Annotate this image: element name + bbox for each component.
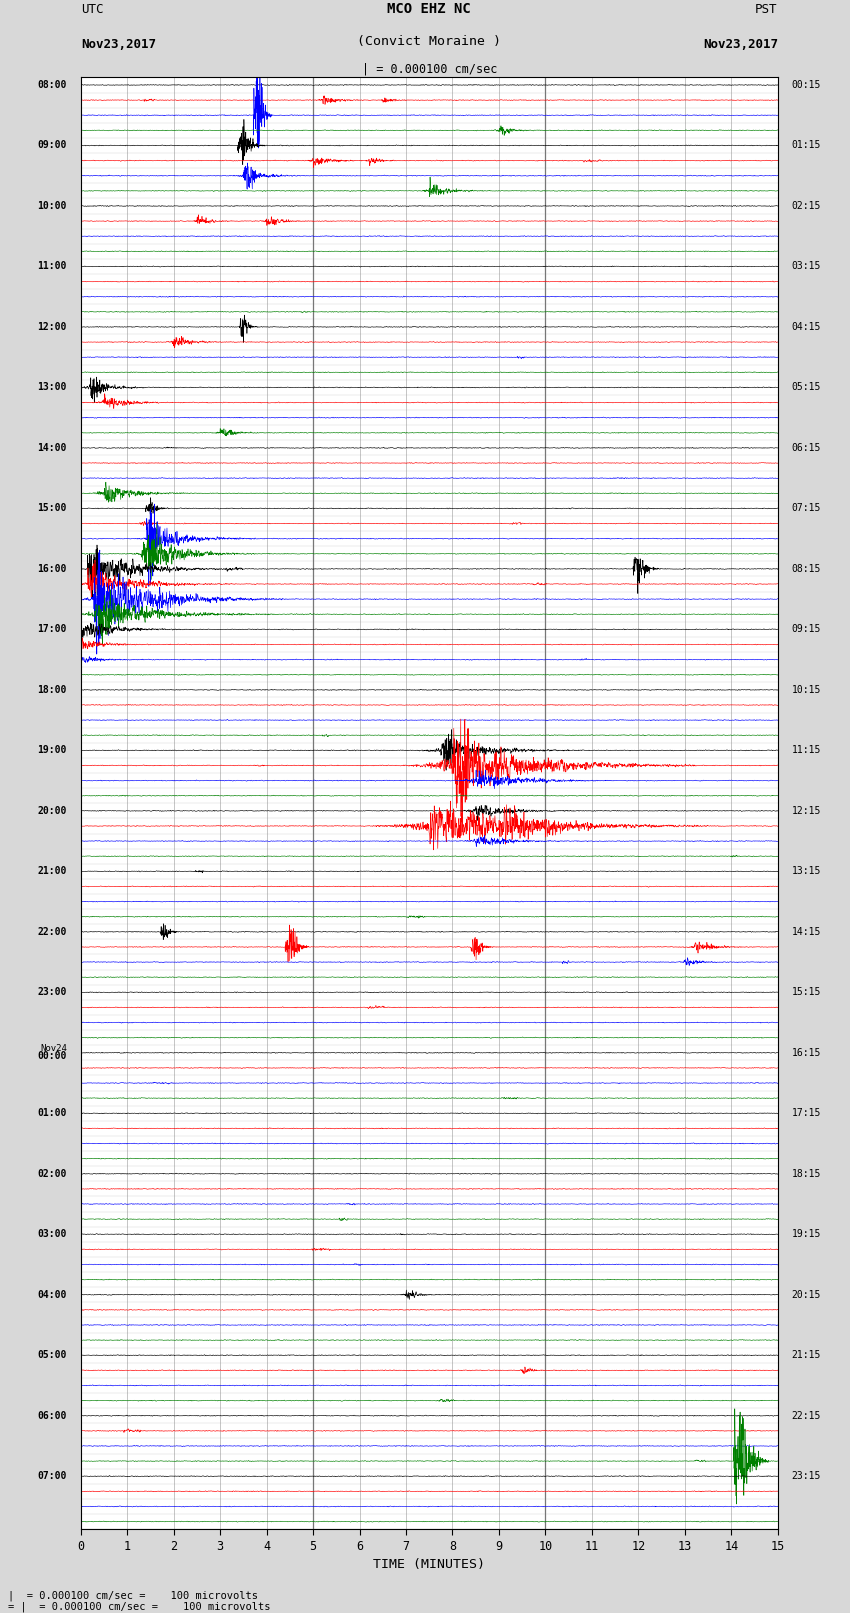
Text: 02:00: 02:00 — [37, 1169, 67, 1179]
Text: 08:15: 08:15 — [791, 565, 821, 574]
Text: 14:15: 14:15 — [791, 927, 821, 937]
Text: 18:00: 18:00 — [37, 686, 67, 695]
Text: 19:15: 19:15 — [791, 1229, 821, 1239]
Text: 04:00: 04:00 — [37, 1290, 67, 1300]
Text: 13:00: 13:00 — [37, 382, 67, 392]
Text: 20:00: 20:00 — [37, 806, 67, 816]
Text: 12:00: 12:00 — [37, 323, 67, 332]
Text: 17:15: 17:15 — [791, 1108, 821, 1118]
Text: 21:00: 21:00 — [37, 866, 67, 876]
Text: 09:15: 09:15 — [791, 624, 821, 634]
Text: 12:15: 12:15 — [791, 806, 821, 816]
Text: 00:15: 00:15 — [791, 81, 821, 90]
Text: 19:00: 19:00 — [37, 745, 67, 755]
Text: MCO EHZ NC: MCO EHZ NC — [388, 3, 471, 16]
Text: Nov23,2017: Nov23,2017 — [703, 39, 778, 52]
Text: 11:15: 11:15 — [791, 745, 821, 755]
Text: 16:00: 16:00 — [37, 565, 67, 574]
Text: 10:15: 10:15 — [791, 686, 821, 695]
Text: 02:15: 02:15 — [791, 202, 821, 211]
Text: 13:15: 13:15 — [791, 866, 821, 876]
Text: 06:00: 06:00 — [37, 1411, 67, 1421]
Text: 01:00: 01:00 — [37, 1108, 67, 1118]
Text: 21:15: 21:15 — [791, 1350, 821, 1360]
Text: 22:15: 22:15 — [791, 1411, 821, 1421]
Text: 20:15: 20:15 — [791, 1290, 821, 1300]
Text: | = 0.000100 cm/sec: | = 0.000100 cm/sec — [361, 63, 497, 76]
Text: 00:00: 00:00 — [37, 1050, 67, 1061]
Text: 07:15: 07:15 — [791, 503, 821, 513]
Text: 15:15: 15:15 — [791, 987, 821, 997]
Text: 14:00: 14:00 — [37, 444, 67, 453]
Text: PST: PST — [756, 3, 778, 16]
Text: 15:00: 15:00 — [37, 503, 67, 513]
Text: 07:00: 07:00 — [37, 1471, 67, 1481]
Text: 18:15: 18:15 — [791, 1169, 821, 1179]
Text: 22:00: 22:00 — [37, 927, 67, 937]
Text: 23:00: 23:00 — [37, 987, 67, 997]
Text: 05:00: 05:00 — [37, 1350, 67, 1360]
Text: 08:00: 08:00 — [37, 81, 67, 90]
Text: (Convict Moraine ): (Convict Moraine ) — [357, 35, 502, 48]
Text: 05:15: 05:15 — [791, 382, 821, 392]
Text: UTC: UTC — [81, 3, 103, 16]
Text: 04:15: 04:15 — [791, 323, 821, 332]
Text: 01:15: 01:15 — [791, 140, 821, 150]
Text: 16:15: 16:15 — [791, 1048, 821, 1058]
X-axis label: TIME (MINUTES): TIME (MINUTES) — [373, 1558, 485, 1571]
Text: 23:15: 23:15 — [791, 1471, 821, 1481]
Text: 06:15: 06:15 — [791, 444, 821, 453]
Text: Nov23,2017: Nov23,2017 — [81, 39, 156, 52]
Text: = |  = 0.000100 cm/sec =    100 microvolts: = | = 0.000100 cm/sec = 100 microvolts — [8, 1602, 271, 1613]
Text: Nov24: Nov24 — [40, 1044, 67, 1053]
Text: |  = 0.000100 cm/sec =    100 microvolts: | = 0.000100 cm/sec = 100 microvolts — [8, 1590, 258, 1602]
Text: 10:00: 10:00 — [37, 202, 67, 211]
Text: 03:15: 03:15 — [791, 261, 821, 271]
Text: 17:00: 17:00 — [37, 624, 67, 634]
Text: 09:00: 09:00 — [37, 140, 67, 150]
Text: 03:00: 03:00 — [37, 1229, 67, 1239]
Text: 11:00: 11:00 — [37, 261, 67, 271]
